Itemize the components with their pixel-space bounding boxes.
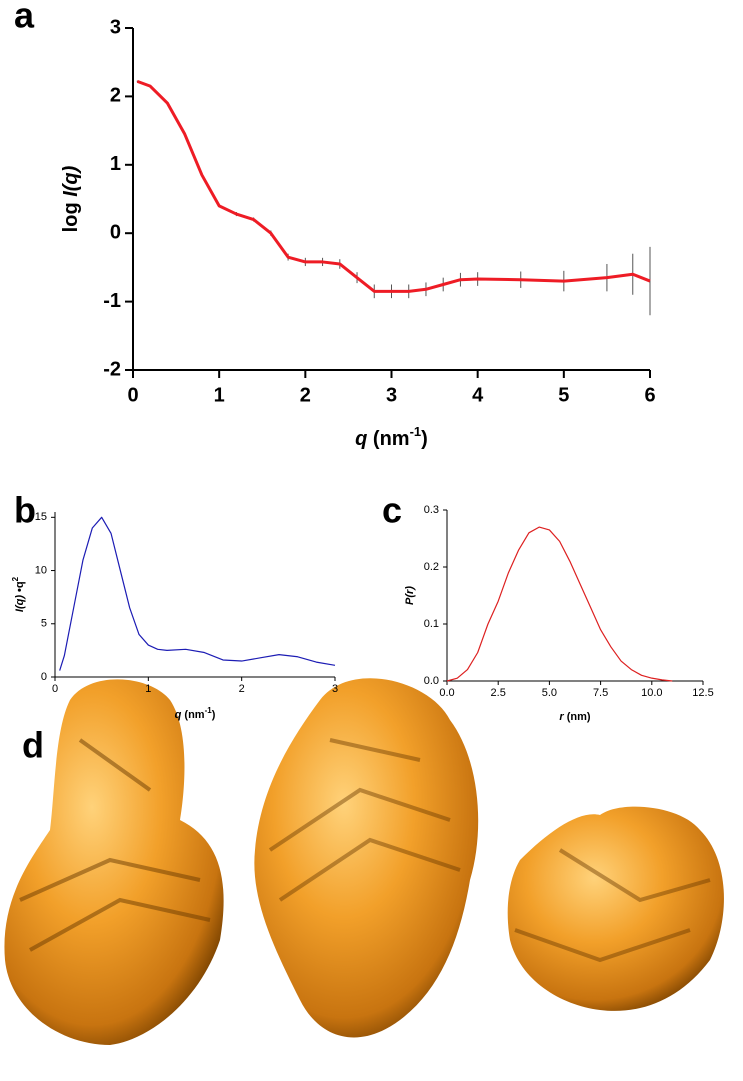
x-axis-label-part: -1 <box>205 706 213 715</box>
bead-models <box>4 678 724 1045</box>
x-tick-label: 0 <box>52 683 58 695</box>
y-tick-label: 0.0 <box>424 675 439 687</box>
y-axis-label: log I(q) <box>60 165 82 232</box>
data-line <box>446 526 673 682</box>
data-line <box>59 516 336 671</box>
panel-label: a <box>14 0 35 36</box>
x-axis-label-part: ) <box>421 428 428 450</box>
x-tick-label: 5.0 <box>542 687 557 699</box>
x-axis-label-part: (nm <box>181 709 204 721</box>
x-axis-label-part: (nm <box>367 428 409 450</box>
x-tick-label: 10.0 <box>641 687 662 699</box>
x-tick-label: 1 <box>214 384 225 406</box>
x-tick-label: 0 <box>127 384 138 406</box>
y-axis-label-part: 2 <box>11 576 20 581</box>
y-tick-label: 0.1 <box>424 618 439 630</box>
y-tick-label: -1 <box>103 290 121 312</box>
x-axis-label-part: ) <box>212 709 216 721</box>
x-tick-label: 2 <box>239 683 245 695</box>
x-axis-label: r (nm) <box>559 711 591 723</box>
y-axis-label-part: •q <box>14 581 26 595</box>
x-axis-label-part: (nm) <box>564 711 591 723</box>
y-tick-label: 0.3 <box>424 504 439 516</box>
panel-label: b <box>14 490 36 531</box>
y-axis-label: P(r) <box>404 586 416 605</box>
y-axis-label-part: P(r) <box>404 586 416 605</box>
x-axis-label: q (nm-1) <box>175 706 216 721</box>
x-axis-label-part: q <box>175 709 182 721</box>
y-tick-label: 0 <box>41 671 47 683</box>
shading <box>514 848 711 963</box>
x-axis-label-part: r <box>559 711 564 723</box>
x-axis-label: q (nm-1) <box>355 424 428 450</box>
x-tick-label: 2.5 <box>491 687 506 699</box>
panel-label: d <box>22 725 44 766</box>
y-tick-label: -2 <box>103 358 121 380</box>
x-tick-label: 5 <box>558 384 569 406</box>
x-tick-label: 0.0 <box>439 687 454 699</box>
y-tick-label: 0.2 <box>424 561 439 573</box>
y-tick-label: 10 <box>35 564 47 576</box>
x-tick-label: 2 <box>300 384 311 406</box>
y-tick-label: 3 <box>110 16 121 38</box>
x-tick-label: 12.5 <box>692 687 713 699</box>
y-tick-label: 0 <box>110 221 121 243</box>
x-tick-label: 3 <box>332 683 338 695</box>
shading <box>268 738 461 902</box>
bead-model <box>254 678 479 1038</box>
x-axis-label-part: q <box>355 428 367 450</box>
data-line <box>136 79 651 293</box>
x-tick-label: 6 <box>644 384 655 406</box>
y-axis-label-part: log <box>60 197 82 233</box>
y-axis-label-part: I(q) <box>14 595 26 612</box>
x-tick-label: 1 <box>145 683 151 695</box>
bead-model <box>507 806 724 1011</box>
y-axis-label-part: I(q) <box>60 165 82 196</box>
y-axis-label: I(q) •q2 <box>11 576 26 612</box>
y-tick-label: 5 <box>41 618 47 630</box>
y-tick-label: 15 <box>35 511 47 523</box>
x-tick-label: 7.5 <box>593 687 608 699</box>
panel-label: c <box>382 490 402 531</box>
x-tick-label: 4 <box>472 384 484 406</box>
x-axis-label-part: -1 <box>410 424 422 439</box>
y-tick-label: 1 <box>110 153 121 175</box>
x-tick-label: 3 <box>386 384 397 406</box>
shading <box>19 738 211 952</box>
y-tick-label: 2 <box>110 85 121 107</box>
